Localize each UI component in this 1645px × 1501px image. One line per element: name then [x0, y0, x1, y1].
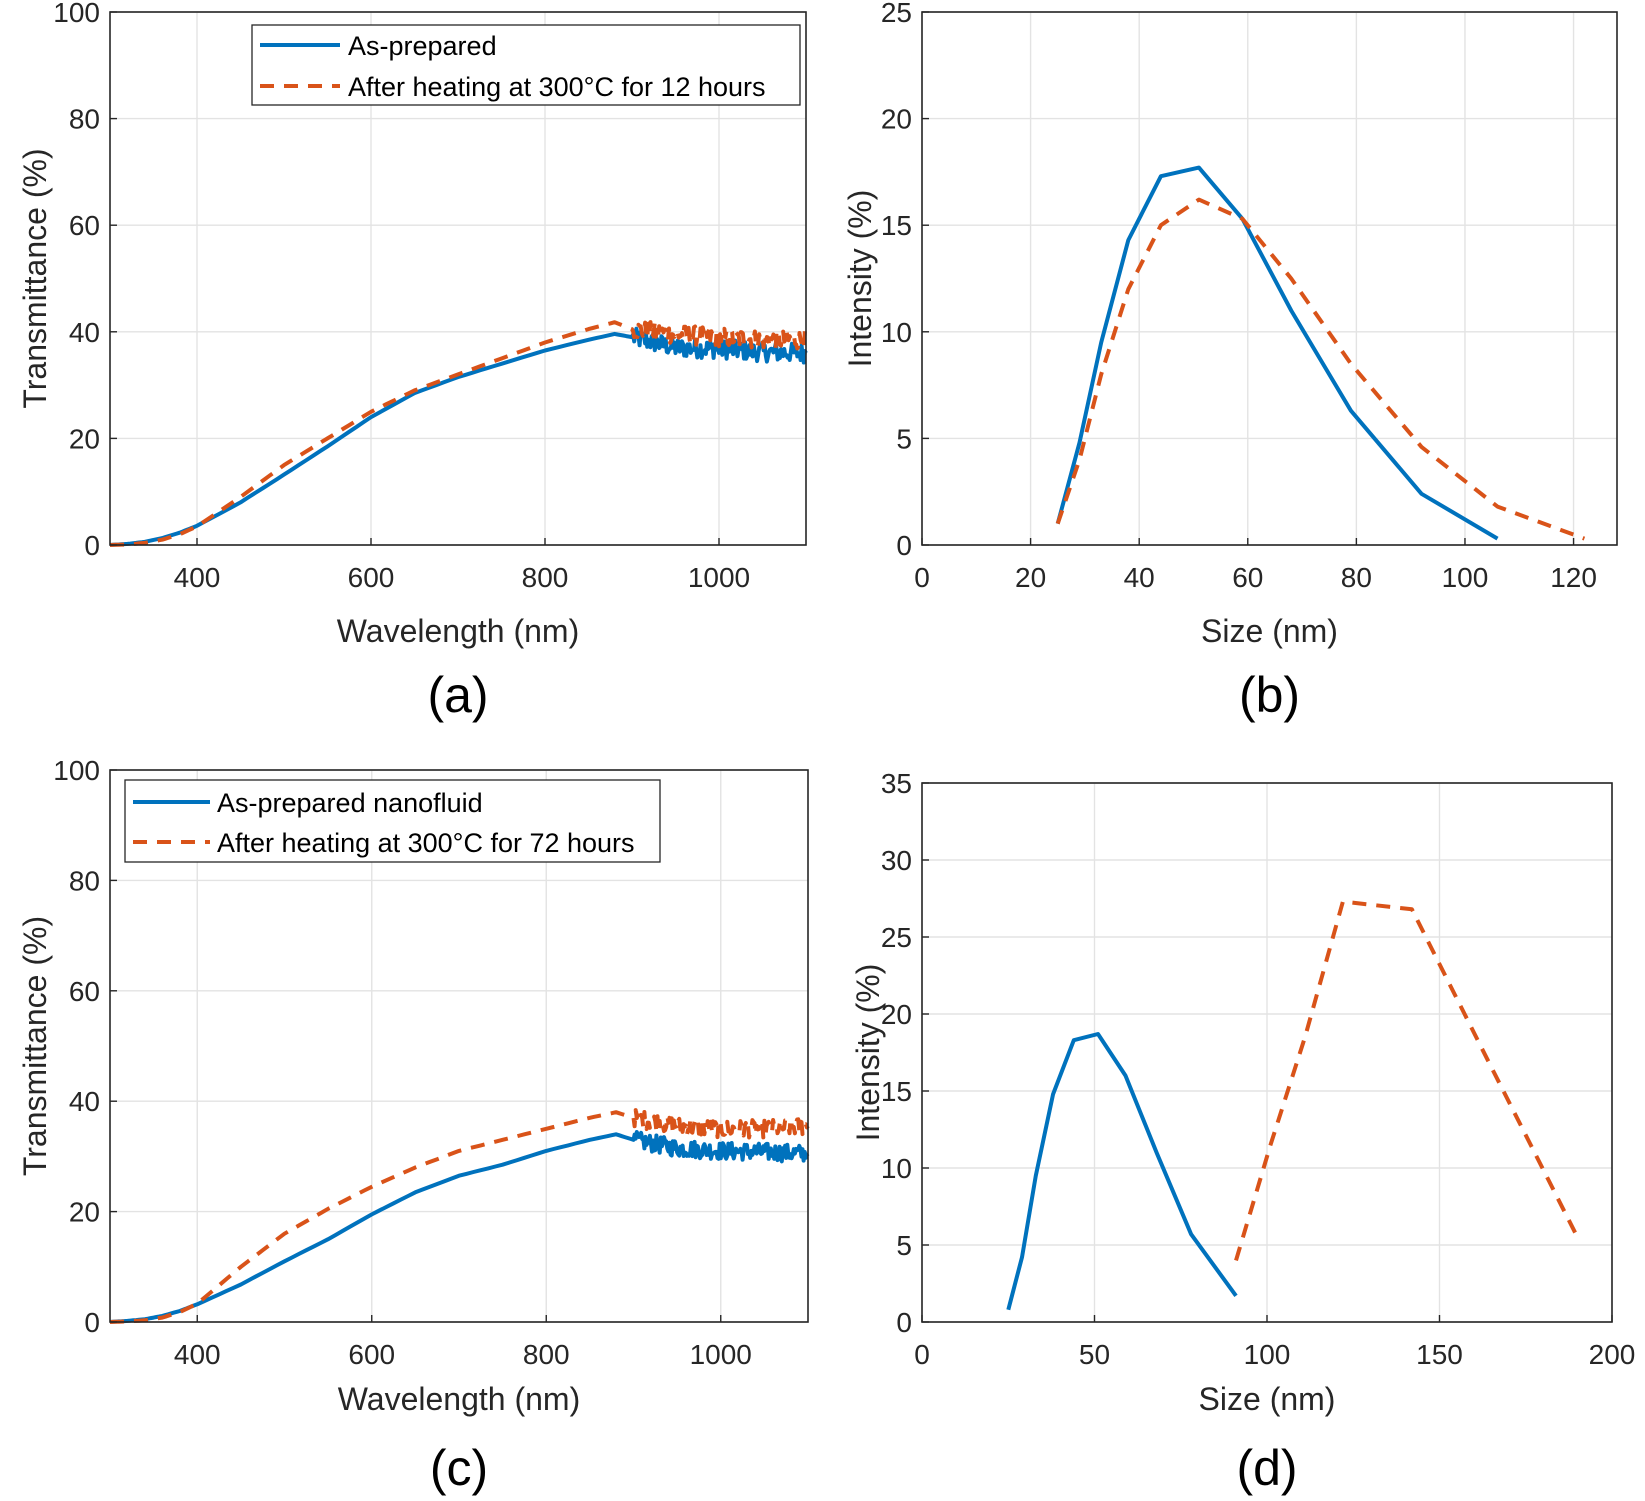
x-tick-label: 100 [1442, 562, 1489, 593]
data-series [1055, 165, 1586, 541]
chart-panel-b: 0 20 40 60 80 100 120 0 5 10 15 20 25 Size (nm) Inte… [842, 0, 1618, 723]
axes-box [921, 11, 1618, 546]
legend: As-prepared nanofluid After heating at 3… [124, 779, 661, 863]
series-line-after-heating-at-300-c-for-72-hours [1234, 899, 1580, 1261]
chart-panel-c: 400 600 800 1000 0 20 40 60 80 100 Wavelength (nm… [17, 755, 810, 1496]
y-axis-label: Intensity (%) [842, 190, 878, 368]
y-tick-label: 20 [881, 999, 912, 1030]
x-tick-label: 0 [914, 562, 930, 593]
legend-entry-after-heating: After heating at 300°C for 72 hours [217, 828, 635, 858]
x-tick-label: 60 [1232, 562, 1263, 593]
series-line-as-prepared [1055, 165, 1499, 541]
x-axis-label: Wavelength (nm) [338, 1381, 580, 1417]
y-tick-label: 60 [69, 976, 100, 1007]
y-tick-label: 80 [69, 104, 100, 135]
series-line-as-prepared-nanofluid [109, 1130, 810, 1324]
y-tick-label: 40 [69, 1086, 100, 1117]
y-tick-label: 10 [881, 1153, 912, 1184]
chart-panel-d: 0 50 100 150 200 0 5 10 15 20 25 30 35 Size (nm) Int… [850, 768, 1635, 1496]
legend-entry-after-heating: After heating at 300°C for 12 hours [348, 72, 766, 102]
y-axis-label: Transmittance (%) [17, 916, 53, 1176]
x-tick-label: 150 [1416, 1339, 1463, 1370]
legend-box [124, 779, 661, 863]
y-tick-label: 0 [84, 1307, 100, 1338]
axes-box [109, 11, 807, 546]
y-tick-label: 100 [53, 755, 100, 786]
x-tick-label: 1000 [690, 1339, 752, 1370]
series-line-as-prepared [109, 326, 808, 547]
y-axis-label: Intensity (%) [850, 964, 886, 1142]
y-tick-label: 5 [896, 1230, 912, 1261]
series-line-as-prepared-nanofluid [1006, 1032, 1238, 1311]
y-tick-label: 35 [881, 768, 912, 799]
tick-labels: 0 50 100 150 200 0 5 10 15 20 25 30 35 [881, 768, 1636, 1370]
chart-panel-a: 400 600 800 1000 0 20 40 60 80 100 Wavelength (nm… [17, 0, 808, 723]
series-line-after-heating-at-300-c-for-12-hours [1055, 197, 1586, 541]
tick-labels: 0 20 40 60 80 100 120 0 5 10 15 20 25 [881, 0, 1597, 593]
y-tick-label: 0 [896, 1307, 912, 1338]
x-tick-label: 400 [174, 1339, 221, 1370]
x-tick-label: 200 [1589, 1339, 1636, 1370]
x-tick-label: 600 [348, 562, 395, 593]
data-series [109, 320, 808, 547]
y-axis-label: Transmittance (%) [17, 148, 53, 408]
legend-box [251, 24, 801, 106]
y-tick-label: 20 [881, 104, 912, 135]
x-tick-label: 50 [1079, 1339, 1110, 1370]
y-tick-label: 25 [881, 922, 912, 953]
x-tick-label: 20 [1015, 562, 1046, 593]
x-tick-label: 40 [1124, 562, 1155, 593]
y-tick-label: 5 [896, 423, 912, 454]
x-tick-label: 600 [348, 1339, 395, 1370]
y-tick-label: 100 [53, 0, 100, 28]
y-tick-label: 40 [69, 317, 100, 348]
y-tick-label: 80 [69, 865, 100, 896]
x-tick-label: 120 [1550, 562, 1597, 593]
axes-box [109, 769, 809, 1323]
series-line-after-heating-at-300-c-for-12-hours [109, 320, 808, 547]
x-tick-label: 400 [174, 562, 221, 593]
legend-entry-as-prepared: As-prepared [348, 31, 497, 61]
panel-label: (b) [1239, 667, 1300, 723]
data-series [1006, 899, 1580, 1311]
x-axis-label: Size (nm) [1199, 1381, 1336, 1417]
x-tick-label: 1000 [688, 562, 750, 593]
y-tick-label: 25 [881, 0, 912, 28]
x-axis-label: Size (nm) [1201, 613, 1338, 649]
panel-label: (d) [1236, 1440, 1297, 1496]
grid [921, 11, 1617, 546]
x-tick-label: 80 [1341, 562, 1372, 593]
y-tick-label: 30 [881, 845, 912, 876]
y-tick-label: 15 [881, 210, 912, 241]
tick-labels: 400 600 800 1000 0 20 40 60 80 100 [53, 0, 750, 593]
x-axis-label: Wavelength (nm) [337, 613, 579, 649]
panel-label: (a) [427, 667, 488, 723]
x-tick-label: 800 [523, 1339, 570, 1370]
y-tick-label: 20 [69, 1197, 100, 1228]
legend: As-prepared After heating at 300°C for 1… [251, 24, 801, 106]
data-series [109, 1108, 810, 1324]
x-tick-label: 100 [1244, 1339, 1291, 1370]
y-tick-label: 15 [881, 1076, 912, 1107]
legend-entry-as-prepared: As-prepared nanofluid [217, 788, 483, 818]
y-tick-label: 0 [896, 530, 912, 561]
x-tick-label: 800 [522, 562, 569, 593]
tick-labels: 400 600 800 1000 0 20 40 60 80 100 [53, 755, 752, 1370]
panel-label: (c) [430, 1440, 488, 1496]
y-tick-label: 20 [69, 423, 100, 454]
y-tick-label: 60 [69, 210, 100, 241]
series-line-after-heating-at-300-c-for-72-hours [109, 1108, 810, 1324]
y-tick-label: 10 [881, 317, 912, 348]
y-tick-label: 0 [84, 530, 100, 561]
x-tick-label: 0 [914, 1339, 930, 1370]
